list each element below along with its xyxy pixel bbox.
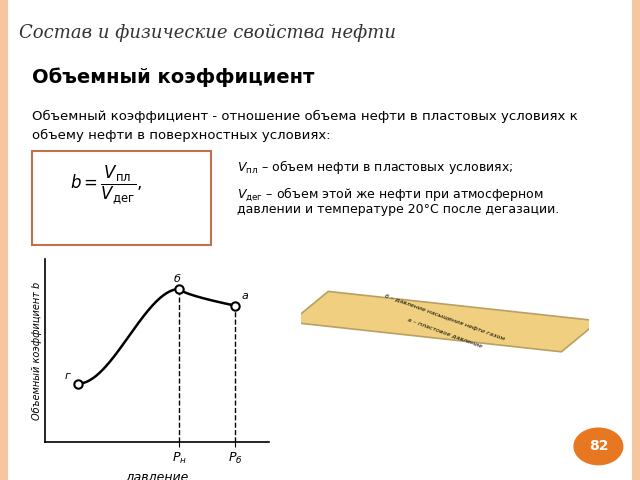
Text: 82: 82 — [589, 439, 608, 454]
Text: г: г — [65, 371, 70, 381]
Text: $V_{\text{дег}}$ – объем этой же нефти при атмосферном: $V_{\text{дег}}$ – объем этой же нефти п… — [237, 185, 543, 203]
Y-axis label: Объемный коэффициент b: Объемный коэффициент b — [32, 281, 42, 420]
Text: Состав и физические свойства нефти: Состав и физические свойства нефти — [19, 24, 396, 42]
Text: $b = \dfrac{V_{\text{пл}}}{V_{\text{дег}}},$: $b = \dfrac{V_{\text{пл}}}{V_{\text{дег}… — [70, 163, 142, 206]
Text: Объемный коэффициент: Объемный коэффициент — [32, 67, 314, 87]
Text: б – давление насыщения нефти газом: б – давление насыщения нефти газом — [384, 293, 506, 341]
Text: $V_{\text{пл}}$ – объем нефти в пластовых условиях;: $V_{\text{пл}}$ – объем нефти в пластовы… — [237, 158, 513, 176]
X-axis label: давление: давление — [125, 470, 189, 480]
Text: давлении и температуре 20°С после дегазации.: давлении и температуре 20°С после дегаза… — [237, 203, 559, 216]
Polygon shape — [291, 291, 599, 352]
Text: а: а — [242, 291, 249, 301]
Text: Объемный коэффициент - отношение объема нефти в пластовых условиях к
объему нефт: Объемный коэффициент - отношение объема … — [32, 110, 578, 142]
Text: б: б — [173, 275, 180, 285]
Text: а – пластовое давление: а – пластовое давление — [407, 316, 483, 348]
